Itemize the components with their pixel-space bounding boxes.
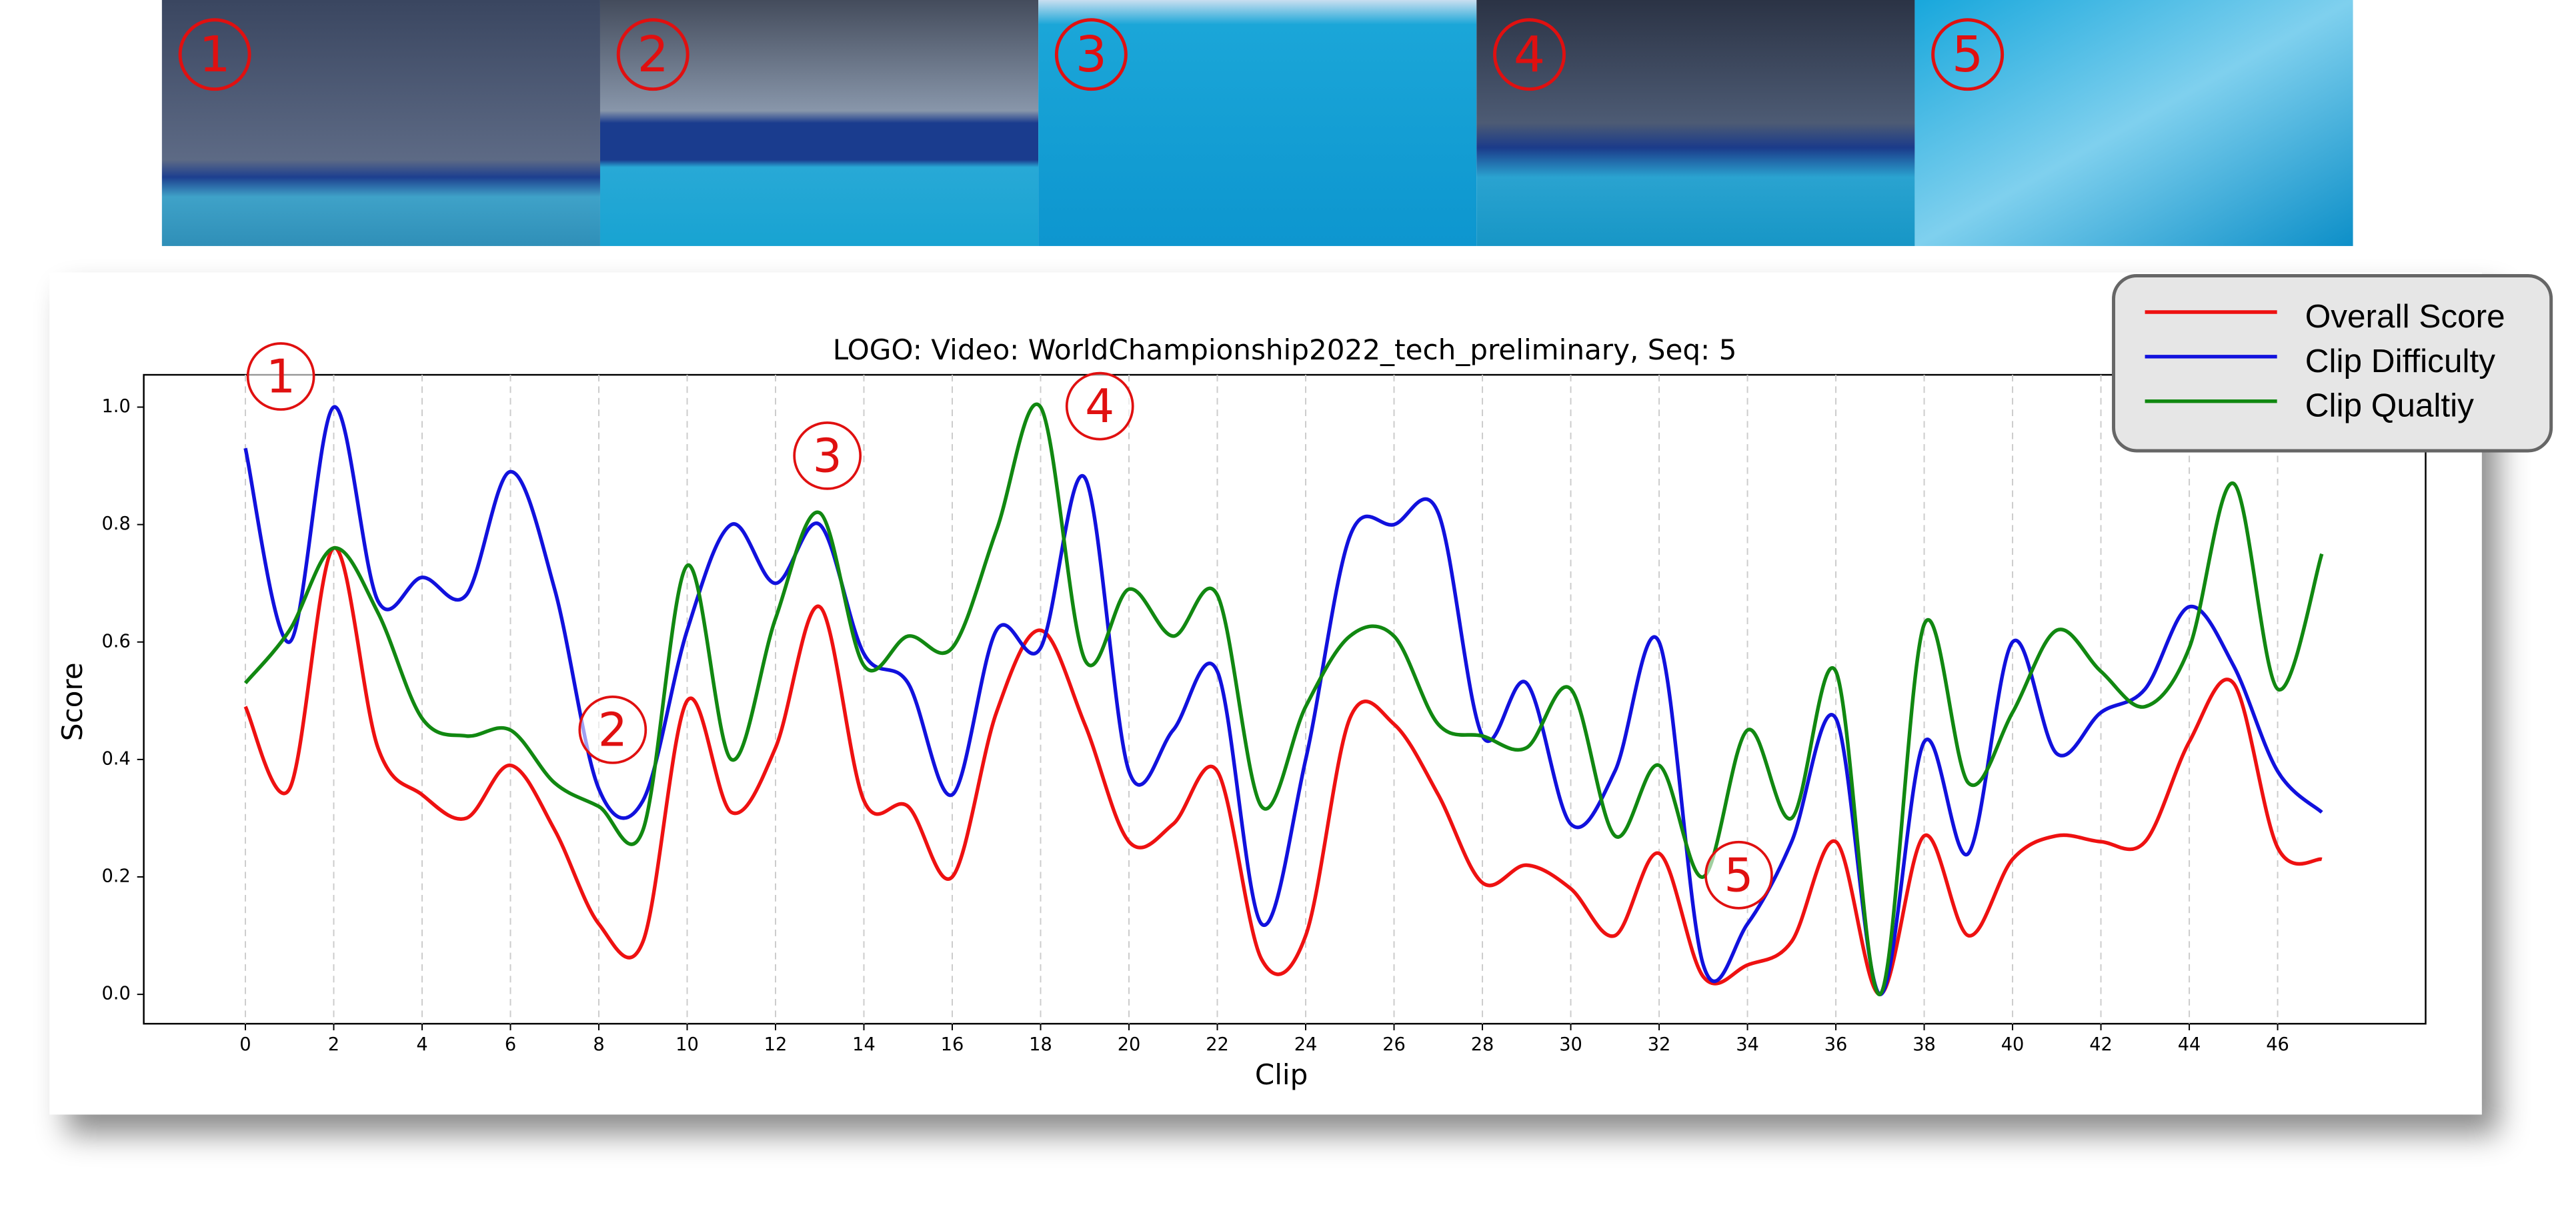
x-tick-label: 2 (328, 1034, 339, 1055)
x-tick-label: 14 (852, 1034, 876, 1055)
y-tick-label: 0.2 (101, 866, 130, 887)
annotation-marker (246, 342, 315, 411)
x-tick-label: 18 (1029, 1034, 1052, 1055)
legend-label: Clip Qualtiy (2305, 387, 2474, 424)
frame-number: 1 (199, 25, 230, 83)
legend-label: Clip Difficulty (2305, 343, 2495, 379)
series-line (243, 546, 2323, 996)
x-tick-label: 42 (2089, 1034, 2113, 1055)
x-tick-label: 4 (416, 1034, 427, 1055)
x-tick-label: 38 (1912, 1034, 1936, 1055)
y-tick-label: 0.8 (101, 513, 130, 534)
annotation: 1 (266, 351, 295, 404)
y-tick-label: 1.0 (101, 396, 130, 417)
x-tick-label: 6 (505, 1034, 516, 1055)
frame-number: 4 (1514, 25, 1545, 83)
x-tick-label: 20 (1118, 1034, 1141, 1055)
x-tick-label: 22 (1206, 1034, 1229, 1055)
annotation: 2 (598, 704, 627, 757)
x-tick-label: 32 (1648, 1034, 1671, 1055)
chart: 0 2 4 6 8 10 12 14 16 18 20 22 24 26 28 30 32 34 36 38 40 42 4… (101, 342, 2324, 1055)
annotation: 5 (1724, 849, 1753, 902)
frame-marker (178, 18, 251, 91)
annotation-marker (1065, 371, 1134, 441)
frame-marker (1493, 18, 1566, 91)
annotation-marker (1704, 840, 1773, 910)
y-tick-label: 0.4 (101, 748, 130, 769)
x-tick-label: 36 (1824, 1034, 1848, 1055)
legend-box (2112, 274, 2553, 453)
x-axis-label: Clip (1255, 1058, 1308, 1091)
x-tick-label: 12 (764, 1034, 788, 1055)
x-tick-label: 44 (2178, 1034, 2201, 1055)
annotation-marker (793, 421, 862, 490)
frame-number: 5 (1952, 25, 1983, 83)
chart-title: LOGO: Video: WorldChampionship2022_tech_… (833, 333, 1737, 366)
frame-marker (616, 18, 690, 91)
x-tick-label: 16 (941, 1034, 964, 1055)
frame-number: 3 (1076, 25, 1107, 83)
chart-card (49, 272, 2482, 1115)
annotation: 4 (1085, 380, 1114, 433)
series-line (243, 402, 2324, 996)
x-tick-label: 24 (1294, 1034, 1318, 1055)
video-frame (161, 0, 600, 246)
y-tick-label: 0.0 (101, 984, 130, 1004)
x-tick-label: 28 (1471, 1034, 1494, 1055)
x-tick-label: 46 (2266, 1034, 2289, 1055)
x-tick-label: 0 (239, 1034, 251, 1055)
video-frame (1914, 0, 2353, 246)
video-frame (599, 0, 1039, 246)
x-tick-label: 8 (593, 1034, 604, 1055)
video-frame (1038, 0, 1477, 246)
annotation-marker (578, 696, 648, 764)
annotation: 3 (813, 429, 842, 483)
thumbnail-strip: 1 2 3 4 5 (161, 0, 2353, 246)
legend-label: Overall Score (2305, 298, 2505, 335)
x-tick-label: 34 (1736, 1034, 1759, 1055)
video-frame (1476, 0, 1915, 246)
plot-frame (143, 373, 2427, 1025)
frame-marker (1054, 18, 1128, 91)
frame-number: 2 (637, 25, 669, 83)
x-tick-label: 10 (676, 1034, 699, 1055)
y-tick-label: 0.6 (101, 631, 130, 652)
x-tick-label: 26 (1382, 1034, 1406, 1055)
x-tick-label: 30 (1559, 1034, 1582, 1055)
frame-marker (1931, 18, 2005, 91)
y-axis-label: Score (56, 662, 89, 741)
x-tick-label: 40 (2001, 1034, 2025, 1055)
